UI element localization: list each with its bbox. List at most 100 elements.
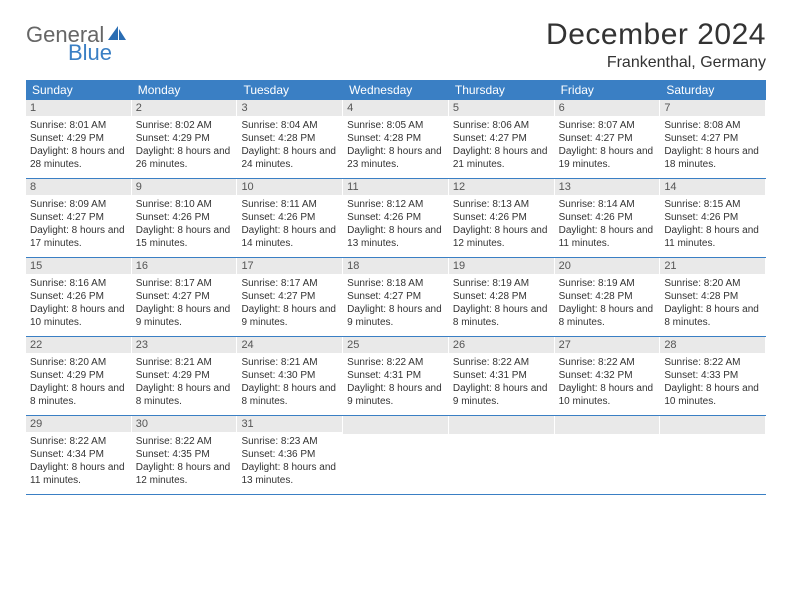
sunrise-text: Sunrise: 8:22 AM xyxy=(559,356,656,369)
day-body: Sunrise: 8:02 AMSunset: 4:29 PMDaylight:… xyxy=(132,116,237,174)
day-body: Sunrise: 8:17 AMSunset: 4:27 PMDaylight:… xyxy=(132,274,237,332)
daylight-text: Daylight: 8 hours and 13 minutes. xyxy=(241,461,338,487)
daylight-text: Daylight: 8 hours and 11 minutes. xyxy=(559,224,656,250)
day-cell: 7Sunrise: 8:08 AMSunset: 4:27 PMDaylight… xyxy=(660,100,766,178)
daylight-text: Daylight: 8 hours and 18 minutes. xyxy=(664,145,761,171)
day-number: 31 xyxy=(237,416,342,432)
day-cell: 8Sunrise: 8:09 AMSunset: 4:27 PMDaylight… xyxy=(26,179,132,257)
day-cell: 28Sunrise: 8:22 AMSunset: 4:33 PMDayligh… xyxy=(660,337,766,415)
weekday-header: Tuesday xyxy=(237,80,343,100)
day-body: Sunrise: 8:22 AMSunset: 4:34 PMDaylight:… xyxy=(26,432,131,490)
sunset-text: Sunset: 4:26 PM xyxy=(664,211,761,224)
calendar-table: Sunday Monday Tuesday Wednesday Thursday… xyxy=(26,80,766,495)
sunset-text: Sunset: 4:26 PM xyxy=(347,211,444,224)
weekday-header: Wednesday xyxy=(343,80,449,100)
sunset-text: Sunset: 4:29 PM xyxy=(30,132,127,145)
day-cell: 10Sunrise: 8:11 AMSunset: 4:26 PMDayligh… xyxy=(237,179,343,257)
day-number: 22 xyxy=(26,337,131,353)
daylight-text: Daylight: 8 hours and 13 minutes. xyxy=(347,224,444,250)
day-body: Sunrise: 8:09 AMSunset: 4:27 PMDaylight:… xyxy=(26,195,131,253)
day-number: 10 xyxy=(237,179,342,195)
day-number: 4 xyxy=(343,100,448,116)
day-body: Sunrise: 8:22 AMSunset: 4:33 PMDaylight:… xyxy=(660,353,765,411)
day-cell: 5Sunrise: 8:06 AMSunset: 4:27 PMDaylight… xyxy=(449,100,555,178)
daylight-text: Daylight: 8 hours and 8 minutes. xyxy=(136,382,233,408)
day-number: 25 xyxy=(343,337,448,353)
weekday-header-row: Sunday Monday Tuesday Wednesday Thursday… xyxy=(26,80,766,100)
day-number: 9 xyxy=(132,179,237,195)
day-cell: 25Sunrise: 8:22 AMSunset: 4:31 PMDayligh… xyxy=(343,337,449,415)
sunset-text: Sunset: 4:29 PM xyxy=(136,369,233,382)
day-cell: 22Sunrise: 8:20 AMSunset: 4:29 PMDayligh… xyxy=(26,337,132,415)
day-cell: 18Sunrise: 8:18 AMSunset: 4:27 PMDayligh… xyxy=(343,258,449,336)
page-title: December 2024 xyxy=(546,18,766,52)
sunset-text: Sunset: 4:31 PM xyxy=(347,369,444,382)
day-cell: 19Sunrise: 8:19 AMSunset: 4:28 PMDayligh… xyxy=(449,258,555,336)
day-body: Sunrise: 8:08 AMSunset: 4:27 PMDaylight:… xyxy=(660,116,765,174)
sunrise-text: Sunrise: 8:17 AM xyxy=(136,277,233,290)
sunset-text: Sunset: 4:33 PM xyxy=(664,369,761,382)
day-cell: 4Sunrise: 8:05 AMSunset: 4:28 PMDaylight… xyxy=(343,100,449,178)
sunrise-text: Sunrise: 8:21 AM xyxy=(136,356,233,369)
sunset-text: Sunset: 4:27 PM xyxy=(30,211,127,224)
day-body: Sunrise: 8:04 AMSunset: 4:28 PMDaylight:… xyxy=(237,116,342,174)
day-body: Sunrise: 8:05 AMSunset: 4:28 PMDaylight:… xyxy=(343,116,448,174)
sunset-text: Sunset: 4:27 PM xyxy=(453,132,550,145)
sunrise-text: Sunrise: 8:02 AM xyxy=(136,119,233,132)
daylight-text: Daylight: 8 hours and 28 minutes. xyxy=(30,145,127,171)
day-body: Sunrise: 8:11 AMSunset: 4:26 PMDaylight:… xyxy=(237,195,342,253)
day-body: Sunrise: 8:07 AMSunset: 4:27 PMDaylight:… xyxy=(555,116,660,174)
sunrise-text: Sunrise: 8:23 AM xyxy=(241,435,338,448)
daylight-text: Daylight: 8 hours and 8 minutes. xyxy=(453,303,550,329)
daylight-text: Daylight: 8 hours and 19 minutes. xyxy=(559,145,656,171)
day-number: 28 xyxy=(660,337,765,353)
day-body: Sunrise: 8:19 AMSunset: 4:28 PMDaylight:… xyxy=(449,274,554,332)
sunset-text: Sunset: 4:31 PM xyxy=(453,369,550,382)
sunrise-text: Sunrise: 8:05 AM xyxy=(347,119,444,132)
sunset-text: Sunset: 4:27 PM xyxy=(347,290,444,303)
day-number: 5 xyxy=(449,100,554,116)
sunset-text: Sunset: 4:26 PM xyxy=(30,290,127,303)
daylight-text: Daylight: 8 hours and 10 minutes. xyxy=(559,382,656,408)
daylight-text: Daylight: 8 hours and 17 minutes. xyxy=(30,224,127,250)
calendar-page: General Blue December 2024 Frankenthal, … xyxy=(0,0,792,495)
daylight-text: Daylight: 8 hours and 8 minutes. xyxy=(664,303,761,329)
day-number: 12 xyxy=(449,179,554,195)
day-body: Sunrise: 8:21 AMSunset: 4:30 PMDaylight:… xyxy=(237,353,342,411)
day-number: 14 xyxy=(660,179,765,195)
day-cell: 9Sunrise: 8:10 AMSunset: 4:26 PMDaylight… xyxy=(132,179,238,257)
day-cell: 6Sunrise: 8:07 AMSunset: 4:27 PMDaylight… xyxy=(555,100,661,178)
sunrise-text: Sunrise: 8:19 AM xyxy=(453,277,550,290)
sunset-text: Sunset: 4:28 PM xyxy=(664,290,761,303)
sunrise-text: Sunrise: 8:18 AM xyxy=(347,277,444,290)
sunrise-text: Sunrise: 8:19 AM xyxy=(559,277,656,290)
day-cell: 26Sunrise: 8:22 AMSunset: 4:31 PMDayligh… xyxy=(449,337,555,415)
day-number xyxy=(343,416,448,434)
sunrise-text: Sunrise: 8:21 AM xyxy=(241,356,338,369)
sunrise-text: Sunrise: 8:15 AM xyxy=(664,198,761,211)
sunrise-text: Sunrise: 8:09 AM xyxy=(30,198,127,211)
sunset-text: Sunset: 4:28 PM xyxy=(559,290,656,303)
daylight-text: Daylight: 8 hours and 12 minutes. xyxy=(453,224,550,250)
daylight-text: Daylight: 8 hours and 8 minutes. xyxy=(559,303,656,329)
day-number: 30 xyxy=(132,416,237,432)
daylight-text: Daylight: 8 hours and 10 minutes. xyxy=(664,382,761,408)
sunset-text: Sunset: 4:35 PM xyxy=(136,448,233,461)
sunrise-text: Sunrise: 8:08 AM xyxy=(664,119,761,132)
daylight-text: Daylight: 8 hours and 24 minutes. xyxy=(241,145,338,171)
weeks-container: 1Sunrise: 8:01 AMSunset: 4:29 PMDaylight… xyxy=(26,100,766,495)
day-number: 15 xyxy=(26,258,131,274)
day-number: 27 xyxy=(555,337,660,353)
daylight-text: Daylight: 8 hours and 15 minutes. xyxy=(136,224,233,250)
day-number: 23 xyxy=(132,337,237,353)
day-number: 2 xyxy=(132,100,237,116)
day-cell xyxy=(660,416,766,494)
day-body: Sunrise: 8:10 AMSunset: 4:26 PMDaylight:… xyxy=(132,195,237,253)
day-cell: 31Sunrise: 8:23 AMSunset: 4:36 PMDayligh… xyxy=(237,416,343,494)
day-number: 11 xyxy=(343,179,448,195)
sunrise-text: Sunrise: 8:04 AM xyxy=(241,119,338,132)
sunrise-text: Sunrise: 8:13 AM xyxy=(453,198,550,211)
sunset-text: Sunset: 4:26 PM xyxy=(453,211,550,224)
weekday-header: Friday xyxy=(555,80,661,100)
sunrise-text: Sunrise: 8:20 AM xyxy=(664,277,761,290)
